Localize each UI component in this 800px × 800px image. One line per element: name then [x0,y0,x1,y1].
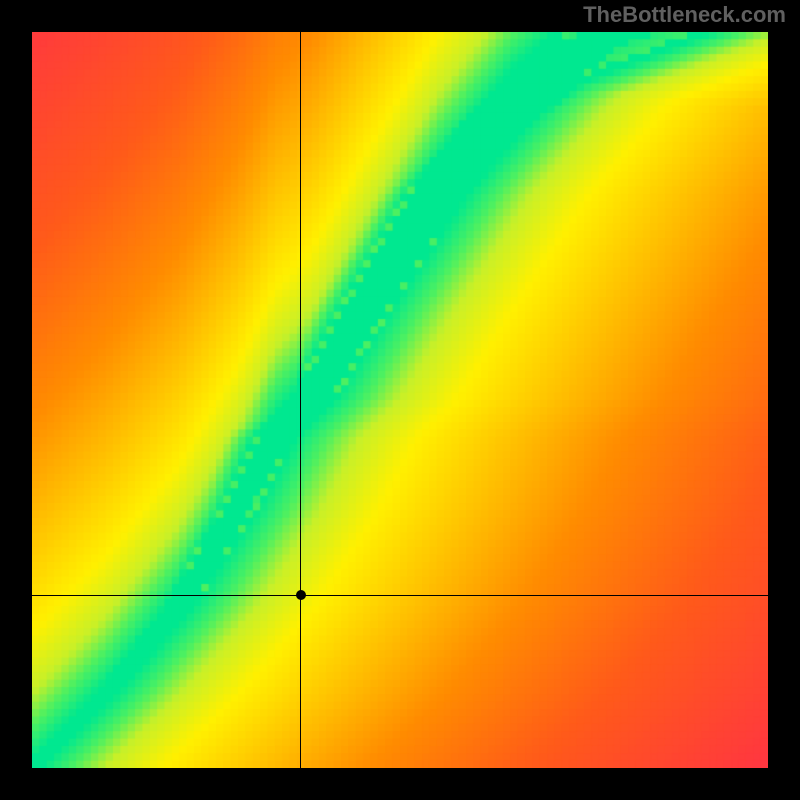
crosshair-point [296,590,306,600]
crosshair-horizontal [32,595,768,596]
heatmap-canvas [32,32,768,768]
chart-container: TheBottleneck.com [0,0,800,800]
attribution-text: TheBottleneck.com [583,2,786,28]
crosshair-vertical [300,32,301,768]
